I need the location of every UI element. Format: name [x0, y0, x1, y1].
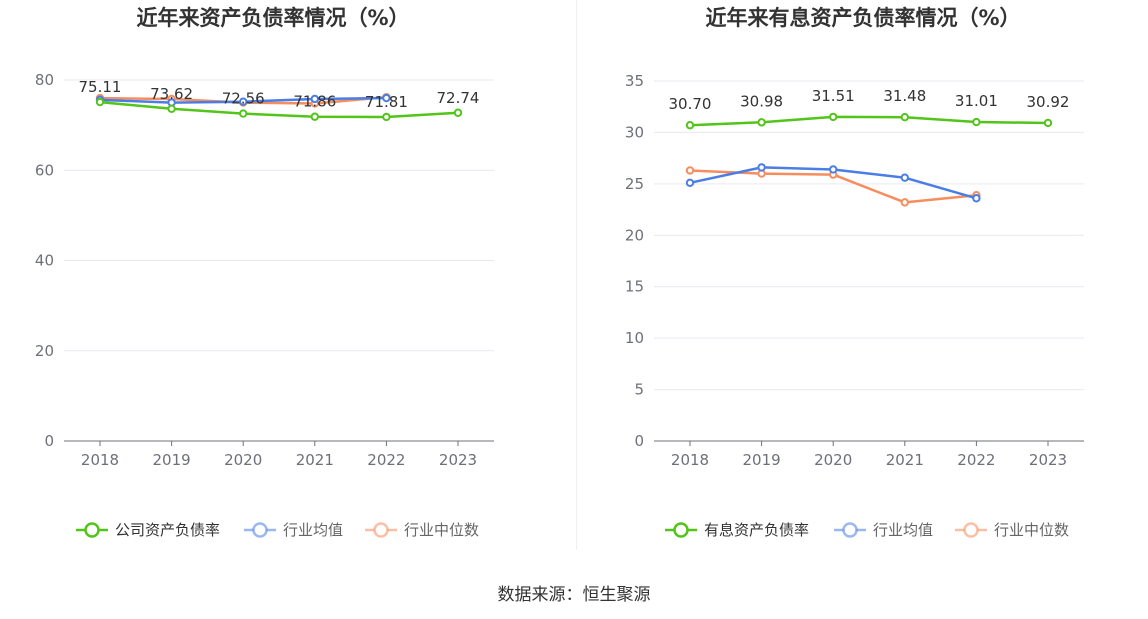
data-point: [972, 117, 981, 127]
legend-item: 公司资产负债率: [76, 521, 220, 539]
data-point: [167, 104, 176, 113]
y-tick-label: 20: [625, 226, 644, 244]
y-tick-label: 0: [44, 432, 54, 450]
data-label: 71.81: [365, 93, 408, 111]
x-tick-label: 2021: [886, 451, 924, 469]
data-point: [757, 163, 766, 172]
x-tick-label: 2019: [743, 451, 781, 469]
chart-title: 近年来有息资产负债率情况（%）: [705, 6, 1020, 30]
data-point: [239, 109, 248, 118]
y-tick-label: 10: [625, 329, 644, 347]
data-point: [900, 113, 909, 122]
x-tick-label: 2023: [1029, 451, 1067, 469]
data-point: [972, 194, 981, 203]
chart-divider: [576, 0, 577, 550]
y-tick-label: 15: [625, 278, 644, 296]
x-tick-label: 2020: [224, 451, 262, 469]
legend-marker: [84, 522, 100, 538]
legend-item: 有息资产负债率: [665, 521, 809, 539]
y-tick-label: 40: [35, 252, 54, 270]
y-tick-label: 5: [634, 381, 644, 399]
legend-marker: [252, 522, 268, 538]
data-point: [900, 198, 909, 207]
data-point: [1043, 118, 1053, 128]
y-tick-label: 20: [35, 342, 54, 360]
legend-marker: [373, 522, 389, 538]
legend-label: 行业中位数: [994, 521, 1069, 539]
data-label: 30.98: [740, 92, 783, 110]
data-point: [239, 97, 248, 106]
right-chart: 近年来有息资产负债率情况（%） 0 5 10 15 20 25 30 35 2018 2019 202…: [625, 6, 1084, 539]
data-label: 31.01: [955, 92, 998, 110]
data-point: [310, 112, 319, 121]
x-tick-label: 2022: [367, 451, 405, 469]
legend-label: 公司资产负债率: [115, 521, 220, 539]
data-label: 72.74: [437, 89, 480, 107]
data-source-note: 数据来源：恒生聚源: [497, 585, 651, 605]
data-point: [757, 118, 766, 127]
data-point: [382, 93, 391, 103]
x-tick-label: 2018: [81, 451, 119, 469]
data-point: [829, 165, 838, 174]
data-label: 75.11: [79, 78, 122, 96]
x-tick-label: 2019: [153, 451, 191, 469]
legend-marker: [963, 522, 979, 538]
legend-item: 行业均值: [834, 521, 933, 539]
legend-label: 行业中位数: [404, 521, 479, 539]
data-point: [685, 121, 695, 130]
data-label: 30.70: [669, 95, 712, 113]
y-tick-label: 30: [625, 123, 644, 141]
data-point: [900, 173, 909, 182]
y-tick-label: 25: [625, 175, 644, 193]
legend-marker: [673, 522, 689, 538]
chart-title: 近年来资产负债率情况（%）: [136, 6, 409, 30]
data-point: [453, 108, 463, 117]
series-line: [689, 115, 1049, 127]
legend-item: 行业中位数: [955, 521, 1069, 539]
data-label: 31.48: [883, 87, 926, 105]
data-label: 31.51: [812, 87, 855, 105]
data-point: [95, 97, 105, 107]
legend-item: 行业中位数: [365, 521, 479, 539]
data-point: [382, 112, 391, 122]
data-label: 73.62: [150, 85, 193, 103]
legend-label: 行业均值: [873, 521, 933, 539]
legend-marker: [842, 522, 858, 538]
data-label: 71.86: [293, 93, 336, 111]
data-label: 72.56: [222, 90, 265, 108]
x-tick-label: 2018: [671, 451, 709, 469]
x-tick-label: 2021: [296, 451, 334, 469]
data-point: [685, 166, 695, 175]
y-tick-label: 35: [625, 72, 644, 90]
series-line: [99, 100, 459, 119]
legend-item: 行业均值: [244, 521, 343, 539]
left-chart: 近年来资产负债率情况（%） 0 20 40 60 80 2018 2019 2020 2021 20…: [35, 6, 494, 539]
y-tick-label: 0: [634, 432, 644, 450]
data-label: 30.92: [1027, 93, 1070, 111]
legend-label: 有息资产负债率: [704, 521, 809, 539]
legend-label: 行业均值: [283, 521, 343, 539]
y-tick-label: 80: [35, 71, 54, 89]
data-point: [310, 94, 319, 104]
x-tick-label: 2023: [439, 451, 477, 469]
x-tick-label: 2020: [814, 451, 852, 469]
data-point: [829, 112, 838, 122]
y-tick-label: 60: [35, 161, 54, 179]
x-tick-label: 2022: [957, 451, 995, 469]
data-point: [685, 178, 695, 188]
